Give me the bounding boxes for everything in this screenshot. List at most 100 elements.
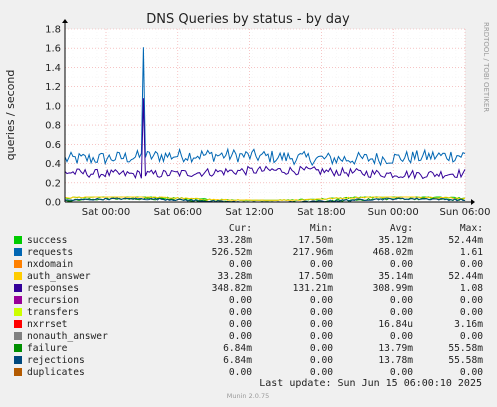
x-tick-label: Sun 06:00 bbox=[439, 207, 490, 218]
y-tick-label: 0.4 bbox=[45, 159, 61, 170]
legend-name: success bbox=[27, 235, 67, 246]
munin-version: Munin 2.0.75 bbox=[227, 392, 270, 400]
legend-name: failure bbox=[27, 343, 68, 354]
legend-value-min: 0.00 bbox=[310, 331, 333, 342]
legend-value-avg: 0.00 bbox=[390, 295, 413, 306]
y-tick-label: 1.8 bbox=[45, 25, 61, 36]
y-tick-label: 1.4 bbox=[45, 63, 61, 74]
legend-header: Min: bbox=[310, 223, 333, 234]
legend-value-avg: 468.02m bbox=[373, 247, 414, 258]
legend-value-cur: 6.84m bbox=[223, 343, 252, 354]
x-axis-arrow bbox=[471, 199, 475, 205]
legend-swatch bbox=[14, 248, 22, 256]
legend-value-min: 0.00 bbox=[310, 367, 333, 378]
y-tick-label: 1.6 bbox=[45, 44, 61, 55]
legend-value-cur: 0.00 bbox=[229, 367, 252, 378]
legend-value-avg: 308.99m bbox=[373, 283, 414, 294]
y-tick-label: 1.0 bbox=[45, 101, 61, 112]
legend-value-max: 3.16m bbox=[454, 319, 483, 330]
legend-value-max: 0.00 bbox=[460, 307, 483, 318]
last-update: Last update: Sun Jun 15 06:00:10 2025 bbox=[259, 378, 482, 389]
legend-name: auth_answer bbox=[27, 271, 91, 282]
legend-name: recursion bbox=[27, 295, 79, 306]
grid bbox=[65, 28, 466, 202]
y-axis-arrow bbox=[62, 19, 68, 23]
legend-value-min: 0.00 bbox=[310, 319, 333, 330]
legend-value-max: 0.00 bbox=[460, 367, 483, 378]
y-tick-label: 0.0 bbox=[45, 198, 61, 209]
legend-swatch bbox=[14, 320, 22, 328]
x-tick-label: Sat 18:00 bbox=[297, 207, 345, 218]
legend-value-max: 52.44m bbox=[448, 271, 483, 282]
legend-value-cur: 0.00 bbox=[229, 307, 252, 318]
legend-header: Avg: bbox=[390, 223, 413, 234]
y-tick-label: 0.2 bbox=[45, 178, 61, 189]
x-tick-label: Sat 12:00 bbox=[225, 207, 273, 218]
legend-swatch bbox=[14, 284, 22, 292]
legend-value-avg: 0.00 bbox=[390, 331, 413, 342]
legend-value-max: 0.00 bbox=[460, 295, 483, 306]
legend-name: nonauth_answer bbox=[27, 331, 108, 342]
legend-name: rejections bbox=[27, 355, 85, 366]
legend-value-min: 0.00 bbox=[310, 295, 333, 306]
legend-swatch bbox=[14, 260, 22, 268]
legend-name: responses bbox=[27, 283, 79, 294]
legend-swatch bbox=[14, 272, 22, 280]
legend-value-avg: 0.00 bbox=[390, 307, 413, 318]
y-ticks: 0.0 0.2 0.4 0.6 0.8 1.0 1.2 1.4 1.6 1.8 bbox=[45, 25, 61, 209]
y-axis-label: queries / second bbox=[4, 70, 17, 161]
legend-value-cur: 0.00 bbox=[229, 259, 252, 270]
rrdtool-credit: RRDTOOL / TOBI OETIKER bbox=[482, 22, 490, 112]
legend-value-avg: 35.12m bbox=[378, 235, 413, 246]
legend-value-cur: 348.82m bbox=[212, 283, 253, 294]
x-tick-label: Sat 06:00 bbox=[154, 207, 202, 218]
legend-value-avg: 0.00 bbox=[390, 259, 413, 270]
legend-value-min: 17.50m bbox=[298, 271, 333, 282]
legend-value-max: 1.08 bbox=[460, 283, 483, 294]
legend-value-avg: 13.79m bbox=[378, 343, 413, 354]
legend-swatch bbox=[14, 368, 22, 376]
legend-name: nxrrset bbox=[27, 319, 67, 330]
legend-swatch bbox=[14, 308, 22, 316]
legend-value-cur: 0.00 bbox=[229, 331, 252, 342]
legend-value-cur: 33.28m bbox=[217, 235, 252, 246]
legend-header: Cur: bbox=[229, 223, 252, 234]
legend-value-max: 55.58m bbox=[448, 343, 483, 354]
series-line-auth_answer bbox=[64, 196, 466, 201]
legend-swatch bbox=[14, 296, 22, 304]
legend-value-min: 0.00 bbox=[310, 307, 333, 318]
chart-title: DNS Queries by status - by day bbox=[146, 12, 350, 27]
legend-swatch bbox=[14, 332, 22, 340]
legend-header: Max: bbox=[460, 223, 483, 234]
legend-value-min: 0.00 bbox=[310, 343, 333, 354]
legend-value-cur: 33.28m bbox=[217, 271, 252, 282]
legend-swatch bbox=[14, 356, 22, 364]
legend-value-cur: 6.84m bbox=[223, 355, 252, 366]
y-tick-label: 0.8 bbox=[45, 121, 61, 132]
legend-value-min: 17.50m bbox=[298, 235, 333, 246]
x-ticks: Sat 00:00 Sat 06:00 Sat 12:00 Sat 18:00 Sun … bbox=[82, 207, 491, 218]
legend-value-min: 131.21m bbox=[293, 283, 334, 294]
legend-name: transfers bbox=[27, 307, 79, 318]
legend-value-min: 217.96m bbox=[293, 247, 334, 258]
legend-swatch bbox=[14, 236, 22, 244]
x-tick-label: Sat 00:00 bbox=[82, 207, 130, 218]
legend-swatch bbox=[14, 344, 22, 352]
y-tick-label: 0.6 bbox=[45, 140, 61, 151]
legend-value-avg: 13.78m bbox=[378, 355, 413, 366]
legend-value-avg: 35.14m bbox=[378, 271, 413, 282]
legend-value-min: 0.00 bbox=[310, 355, 333, 366]
legend: Cur: Min: Avg: Max: success 33.28m 17.50m 35.12… bbox=[14, 223, 483, 378]
legend-name: requests bbox=[27, 247, 73, 258]
legend-value-avg: 16.84u bbox=[378, 319, 413, 330]
legend-value-max: 0.00 bbox=[460, 259, 483, 270]
legend-value-min: 0.00 bbox=[310, 259, 333, 270]
legend-name: nxdomain bbox=[27, 259, 73, 270]
legend-value-avg: 0.00 bbox=[390, 367, 413, 378]
axes bbox=[62, 19, 475, 205]
legend-name: duplicates bbox=[27, 367, 85, 378]
legend-value-max: 0.00 bbox=[460, 331, 483, 342]
series-line-requests bbox=[64, 47, 466, 167]
legend-value-max: 1.61 bbox=[460, 247, 483, 258]
